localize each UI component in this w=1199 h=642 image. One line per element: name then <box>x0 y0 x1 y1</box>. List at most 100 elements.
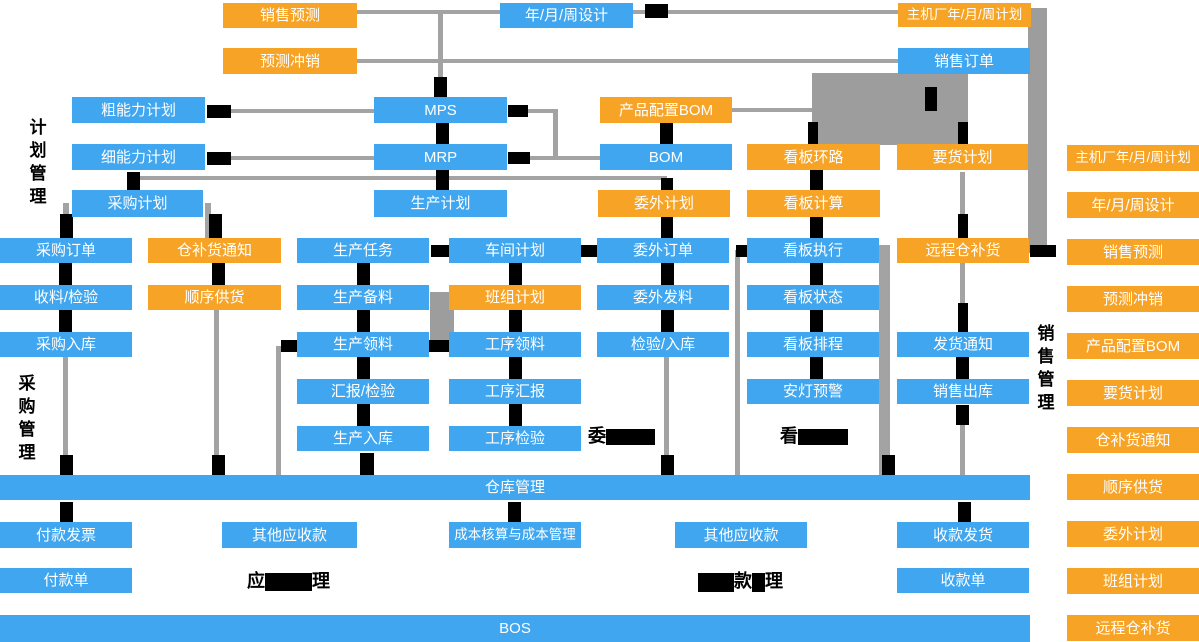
redaction-block <box>752 572 765 592</box>
connector-mark <box>508 152 530 164</box>
section-label-purchase-mgmt: 采购管理 <box>18 374 36 462</box>
node-report-inspect: 汇报/检验 <box>297 379 429 404</box>
connector-mark <box>661 310 674 332</box>
node-inspect-in: 检验/入库 <box>597 332 729 357</box>
node-process-report: 工序汇报 <box>449 379 581 404</box>
node-prod-task: 生产任务 <box>297 238 429 263</box>
node-process-inspect: 工序检验 <box>449 426 581 451</box>
connector-mark <box>509 404 522 426</box>
connector-mark <box>808 122 818 146</box>
node-sales-order: 销售订单 <box>898 48 1030 74</box>
connector-line <box>357 10 503 14</box>
node-prod-in: 生产入库 <box>297 426 429 451</box>
node-kanban-calc: 看板计算 <box>747 190 880 217</box>
node-kanban-schedule: 看板排程 <box>747 332 879 357</box>
connector-line <box>230 156 374 160</box>
section-label-sales-mgmt: 销售管理 <box>1037 324 1055 412</box>
connector-mark <box>810 216 823 238</box>
connector-line <box>960 263 965 305</box>
connector-mark <box>207 152 231 165</box>
connector-line <box>960 425 965 475</box>
connector-mark <box>958 502 971 522</box>
connector-mark <box>958 214 968 238</box>
node-purchase-order: 采购订单 <box>0 238 132 263</box>
connector-mark <box>810 310 823 332</box>
right-col-item-forecast-offset: 预测冲销 <box>1067 286 1199 312</box>
right-col-item-sequence-supply: 顺序供货 <box>1067 474 1199 500</box>
group-label-outsource-mgmt: 委 <box>588 427 655 446</box>
connector-mark <box>958 122 968 146</box>
node-remote-replenish: 远程仓补货 <box>897 238 1029 263</box>
connector-line <box>438 12 443 77</box>
connector-mark <box>436 122 449 144</box>
right-col-item-team-plan: 班组计划 <box>1067 568 1199 594</box>
connector-mark <box>212 455 225 475</box>
node-collect-delivery: 收款发货 <box>897 522 1029 548</box>
connector-line <box>276 346 281 475</box>
node-receive-inspect: 收料/检验 <box>0 285 132 310</box>
connector-line <box>205 203 211 238</box>
connector-line <box>530 156 600 160</box>
connector-line <box>664 357 669 475</box>
connector-mark <box>60 214 73 238</box>
connector-mark <box>509 310 522 332</box>
right-col-item-remote-replenish: 远程仓补货 <box>1067 615 1199 641</box>
right-col-item-ymw-design: 年/月/周设计 <box>1067 192 1199 218</box>
connector-mark <box>660 123 673 144</box>
node-andon-warning: 安灯预警 <box>747 379 879 404</box>
node-other-receivable-right: 其他应收款 <box>675 522 807 548</box>
connector-mark <box>958 303 968 332</box>
node-mrp: MRP <box>374 144 507 170</box>
redaction-block <box>265 573 312 592</box>
right-col-item-oem-ymw-plan: 主机厂年/月/周计划 <box>1067 145 1199 171</box>
node-receipt-slip: 收款单 <box>897 568 1029 593</box>
node-sales-out: 销售出库 <box>897 379 1029 404</box>
connector-line <box>633 10 898 14</box>
group-label-text: 理 <box>765 571 783 591</box>
connector-mark <box>956 405 969 425</box>
connector-mark <box>436 166 449 190</box>
node-warehouse-mgmt-bar: 仓库管理 <box>0 475 1030 500</box>
connector-mark <box>925 87 937 111</box>
connector-mark <box>509 357 522 379</box>
node-process-pick: 工序领料 <box>449 332 581 357</box>
connector-mark <box>882 455 895 475</box>
connector-mark <box>645 4 668 18</box>
node-mps: MPS <box>374 97 507 123</box>
node-production-plan: 生产计划 <box>374 190 507 217</box>
node-kanban-status: 看板状态 <box>747 285 879 310</box>
group-label-text: 理 <box>312 571 330 591</box>
connector-line <box>732 108 812 112</box>
connector-mark <box>810 357 823 379</box>
connector-mark <box>360 453 374 475</box>
connector-mark <box>661 455 674 475</box>
right-col-item-product-config-bom: 产品配置BOM <box>1067 333 1199 359</box>
right-col-item-sales-forecast: 销售预测 <box>1067 239 1199 265</box>
connector-mark <box>207 105 231 118</box>
connector-mark <box>60 455 73 475</box>
connector-mark <box>127 172 140 190</box>
node-other-receivable-left: 其他应收款 <box>222 522 357 548</box>
connector-mark <box>357 263 370 285</box>
connector-mark <box>508 105 528 117</box>
connector-mark <box>59 263 72 285</box>
node-payment-invoice: 付款发票 <box>0 522 132 548</box>
group-label-text: 款 <box>734 571 752 591</box>
node-workshop-plan: 车间计划 <box>449 238 581 263</box>
node-bos-bar: BOS <box>0 615 1030 642</box>
node-payment-slip: 付款单 <box>0 568 132 593</box>
connector-line <box>735 250 740 475</box>
node-sequence-supply: 顺序供货 <box>148 285 281 310</box>
connector-mark <box>1030 245 1056 257</box>
group-label-receivable-mgmt: 款理 <box>698 572 783 592</box>
node-replenish-notice: 仓补货通知 <box>148 238 281 263</box>
connector-mark <box>661 178 673 191</box>
node-fine-capacity: 细能力计划 <box>72 144 205 170</box>
connector-mark <box>60 502 73 522</box>
connector-mark <box>59 310 72 332</box>
connector-mark <box>956 356 969 379</box>
connector-mark <box>357 310 370 332</box>
connector-line <box>879 245 890 475</box>
node-team-plan: 班组计划 <box>449 285 581 310</box>
